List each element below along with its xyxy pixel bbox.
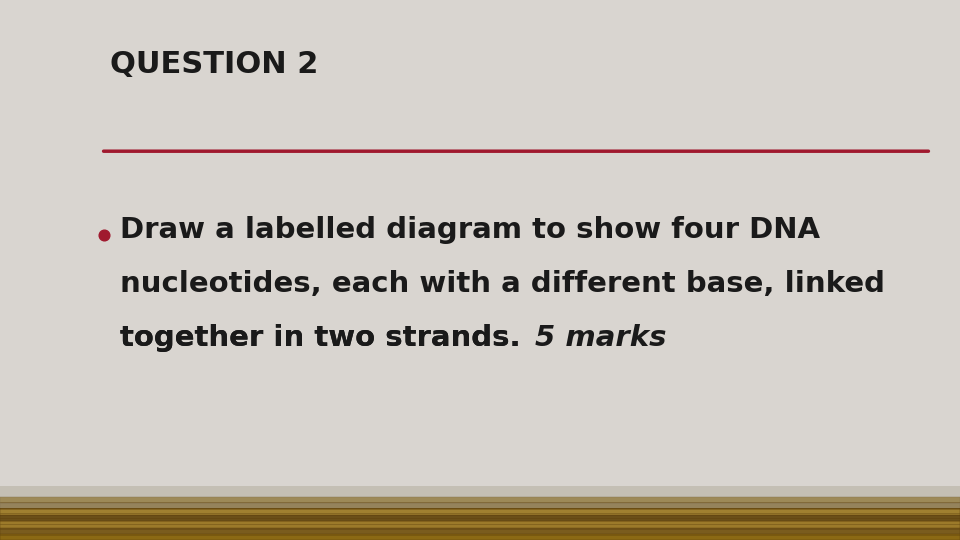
Text: together in two strands. 5 marks: together in two strands. 5 marks <box>120 323 682 352</box>
Text: together in two strands.: together in two strands. <box>120 323 550 352</box>
FancyBboxPatch shape <box>0 528 960 534</box>
FancyBboxPatch shape <box>0 515 960 522</box>
FancyBboxPatch shape <box>0 0 960 497</box>
FancyBboxPatch shape <box>0 497 960 540</box>
Text: QUESTION 2: QUESTION 2 <box>110 50 319 79</box>
FancyBboxPatch shape <box>0 497 960 503</box>
FancyBboxPatch shape <box>0 534 960 540</box>
Text: Draw a labelled diagram to show four DNA: Draw a labelled diagram to show four DNA <box>120 215 820 244</box>
Text: together in two strands.: together in two strands. <box>120 323 531 352</box>
FancyBboxPatch shape <box>0 509 960 515</box>
Text: nucleotides, each with a different base, linked: nucleotides, each with a different base,… <box>120 269 885 298</box>
FancyBboxPatch shape <box>0 503 960 509</box>
FancyBboxPatch shape <box>0 486 960 508</box>
FancyBboxPatch shape <box>0 522 960 528</box>
Text: 5 marks: 5 marks <box>535 323 666 352</box>
